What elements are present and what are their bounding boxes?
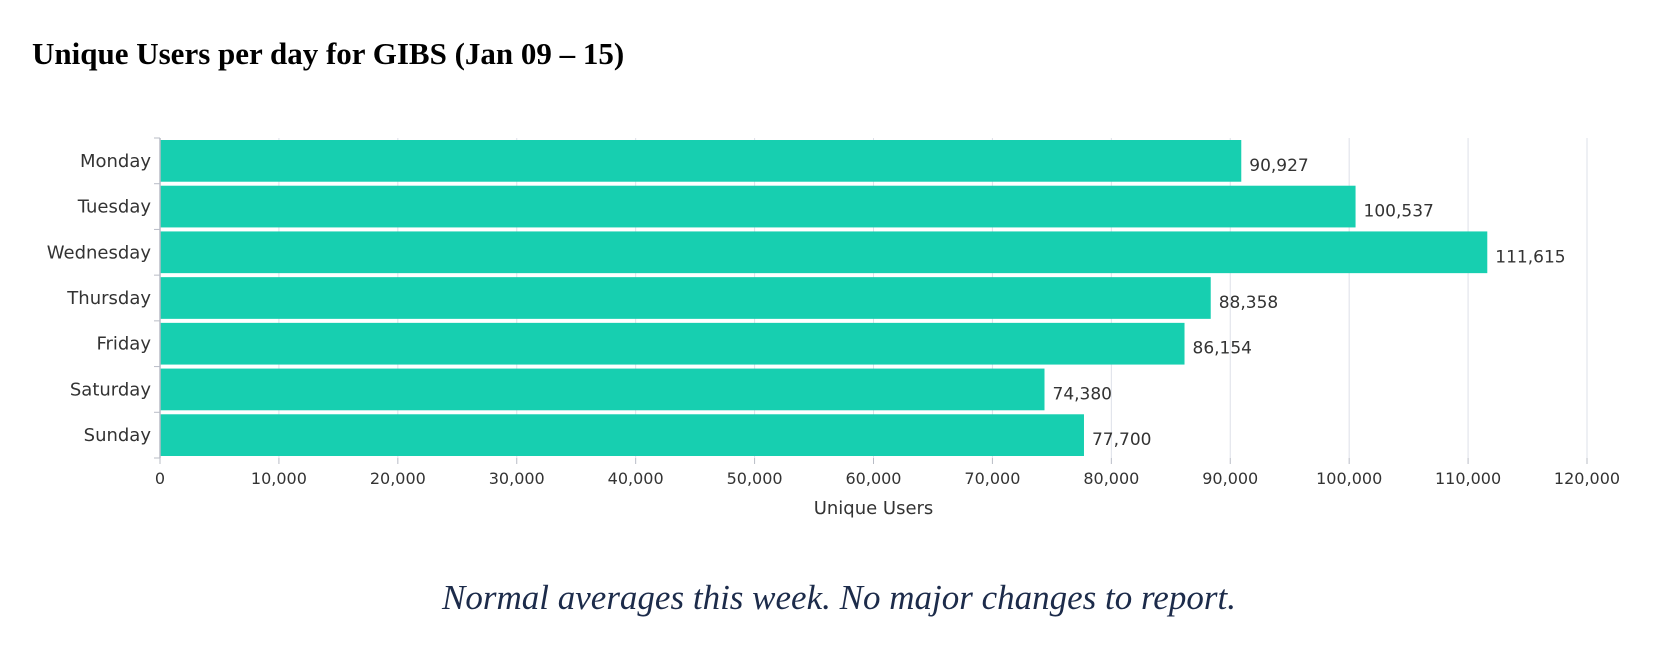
bars — [160, 140, 1488, 456]
category-label: Friday — [96, 334, 151, 355]
x-tick-label: 10,000 — [251, 469, 307, 488]
bar-thursday — [160, 277, 1211, 319]
value-label: 86,154 — [1193, 339, 1252, 359]
x-tick-label: 110,000 — [1435, 469, 1501, 488]
category-label: Tuesday — [77, 197, 152, 218]
x-tick-label: 50,000 — [727, 469, 783, 488]
bar-sunday — [160, 414, 1084, 456]
category-label: Thursday — [66, 288, 151, 309]
value-label: 74,380 — [1053, 384, 1112, 404]
bar-friday — [160, 322, 1185, 365]
value-label: 88,358 — [1219, 293, 1278, 313]
x-tick-label: 30,000 — [489, 469, 545, 488]
x-tick-label: 90,000 — [1202, 469, 1258, 488]
value-label: 90,927 — [1249, 156, 1308, 176]
bar-monday — [160, 140, 1242, 182]
x-tick-label: 100,000 — [1316, 469, 1382, 488]
value-label: 100,537 — [1364, 202, 1434, 222]
category-label: Sunday — [84, 425, 152, 446]
x-tick-label: 40,000 — [608, 469, 664, 488]
bar-chart: 0 10,000 20,000 30,000 40,000 50,000 60,000 70,… — [47, 137, 1620, 519]
bar-saturday — [160, 368, 1045, 411]
x-tick-label: 70,000 — [964, 469, 1020, 488]
x-tick-label: 80,000 — [1083, 469, 1139, 488]
x-tick-label: 60,000 — [846, 469, 902, 488]
labels: 0 10,000 20,000 30,000 40,000 50,000 60,000 70,… — [47, 151, 1620, 488]
x-axis-label: Unique Users — [814, 498, 934, 519]
x-tick-label: 0 — [155, 469, 165, 488]
x-tick-label: 20,000 — [370, 469, 426, 488]
bar-wednesday — [160, 231, 1488, 274]
value-label: 111,615 — [1495, 247, 1565, 267]
chart-title: Unique Users per day for GIBS (Jan 09 – … — [32, 36, 625, 71]
category-label: Saturday — [70, 379, 151, 400]
category-label: Wednesday — [47, 242, 152, 263]
summary-note: Normal averages this week. No major chan… — [442, 578, 1236, 617]
value-label: 77,700 — [1092, 430, 1151, 450]
x-tick-label: 120,000 — [1554, 469, 1620, 488]
axes — [154, 137, 1588, 464]
bar-tuesday — [160, 185, 1356, 228]
category-label: Monday — [80, 151, 151, 172]
